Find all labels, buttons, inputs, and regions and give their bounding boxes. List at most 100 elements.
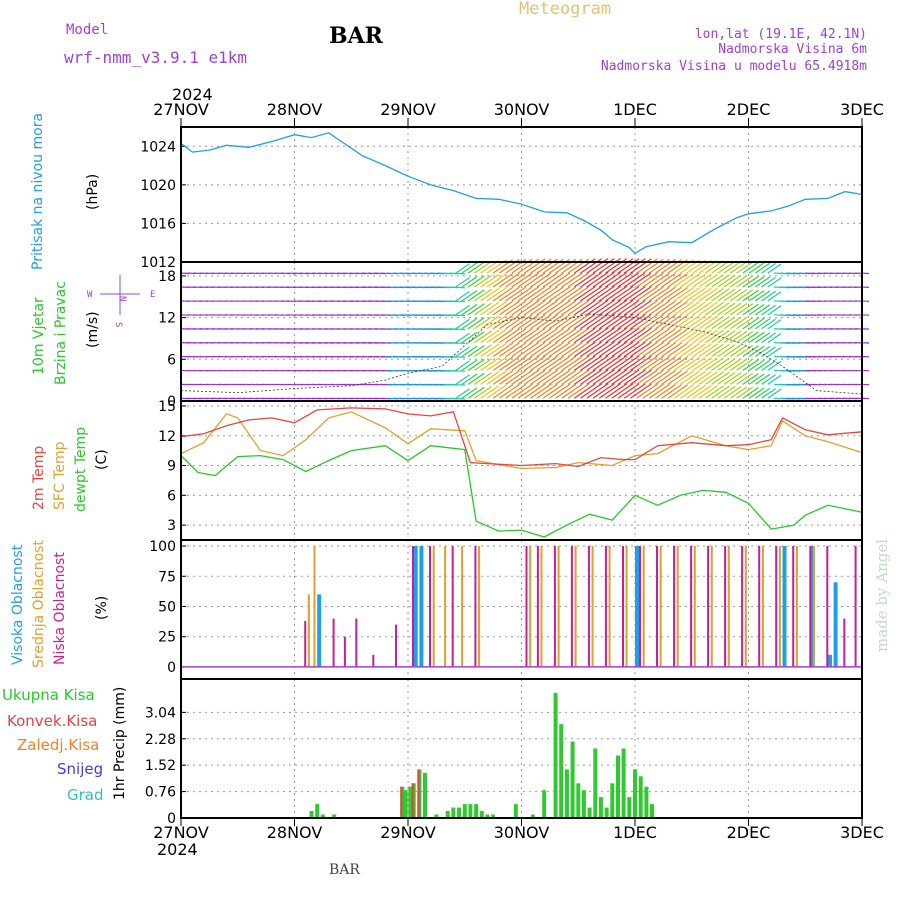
wind-barb: [523, 272, 546, 288]
wind-barb: [648, 342, 670, 358]
wind-barb: [711, 302, 730, 316]
mid-cloud-ylabel: Srednja Oblacnost: [31, 540, 47, 668]
wind-barb: [705, 371, 724, 385]
wind-barb: [474, 386, 492, 399]
wind-barb: [542, 342, 564, 358]
wind-barb: [611, 286, 634, 302]
wind-barb: [536, 300, 558, 316]
wind-barb: [467, 275, 485, 288]
y-tick-label: 0: [167, 660, 176, 676]
wind-barb: [705, 315, 724, 330]
t2m-temp-line: [180, 407, 863, 468]
cloud-bar: [429, 546, 431, 667]
wind-barb: [474, 274, 492, 288]
wind-barb: [480, 329, 500, 344]
wind-barb: [630, 383, 652, 399]
lonlat-label: lon,lat (19.1E, 42.1N): [695, 27, 867, 42]
wind-barb: [648, 300, 670, 316]
wind-barb: [474, 288, 492, 302]
wind-barb: [698, 343, 718, 358]
wind-barb: [573, 327, 596, 344]
wind-barb: [605, 355, 628, 371]
compass-e-label: E: [150, 290, 155, 300]
legend-convective: Konvek.Kisa: [7, 712, 97, 730]
wind-barb: [567, 355, 590, 371]
wind-barb: [455, 388, 470, 399]
cloud-bar: [432, 546, 435, 667]
wind-barb: [530, 369, 552, 385]
wind-barb: [617, 327, 640, 344]
wind-barb: [623, 313, 646, 330]
wind-barb: [648, 383, 670, 399]
wind-barb: [642, 342, 664, 358]
wind-barb: [586, 299, 609, 316]
wind-barb: [692, 385, 712, 399]
top-axis-tick-label: 27NOV: [153, 100, 209, 119]
wind-barb: [611, 355, 634, 371]
precip-total-bar: [587, 807, 592, 818]
cloud-bar: [843, 618, 846, 667]
wind-barb: [761, 360, 776, 371]
wind-barb: [636, 369, 658, 385]
wind-barb: [586, 369, 609, 385]
wind-barb: [730, 316, 748, 330]
cloud-bar: [608, 546, 611, 667]
wind-barb: [711, 316, 730, 330]
wind-barb: [617, 383, 640, 399]
cloud-bar: [540, 546, 543, 667]
wind-barb: [742, 275, 759, 288]
precip-total-bar: [320, 814, 325, 818]
wind-barb: [536, 355, 558, 371]
wind-barb: [517, 286, 540, 302]
wind-barb: [723, 344, 742, 358]
pressure-unit: (hPa): [85, 174, 101, 210]
wind-barb: [636, 327, 658, 344]
wind-barb: [492, 342, 514, 358]
wind-barb: [648, 314, 670, 330]
wind-barb: [492, 300, 514, 316]
wind-barb: [523, 286, 546, 302]
wind-barb: [598, 258, 621, 274]
wind-barb: [636, 286, 658, 302]
y-tick-label: 0.76: [145, 785, 176, 801]
wind-barb: [486, 287, 507, 302]
compass-n-label: N: [117, 296, 127, 301]
wind-barb: [592, 383, 615, 399]
cloud-bar: [724, 546, 727, 667]
wind-barb: [586, 271, 609, 288]
wind-barb: [455, 290, 470, 302]
wind-barb: [661, 300, 682, 316]
wind-barb: [611, 341, 634, 358]
wind-barb: [761, 263, 776, 274]
pressure-series-line: [180, 132, 863, 255]
wind-barb: [748, 304, 765, 316]
top-axis-tick-label: 30NOV: [494, 100, 550, 119]
wind-barb: [736, 331, 754, 344]
wind-barb: [548, 342, 570, 358]
wind-barb: [617, 369, 640, 385]
wind-barb: [511, 355, 533, 371]
wind-barb: [742, 387, 759, 399]
top-time-axis: 27NOV 28NOV 29NOV 30NOV 1DEC 2DEC 3DEC: [153, 100, 884, 127]
cloud-bar: [659, 546, 662, 667]
wind-barb: [511, 383, 533, 399]
wind-barb: [748, 359, 765, 371]
precip-ylabel: 1hr Precip (mm): [112, 687, 128, 800]
wind-barb: [767, 263, 782, 274]
wind-barb: [717, 288, 736, 302]
legend-freezing: Zaledj.Kisa: [17, 736, 99, 754]
wind-barb: [648, 370, 670, 385]
wind-barb: [555, 314, 577, 330]
wind-barb: [536, 286, 558, 302]
wind-barb: [630, 300, 652, 316]
wind-barb: [611, 272, 634, 288]
wind-barb: [523, 327, 546, 344]
wind-barb: [542, 286, 564, 302]
wind-barb: [461, 262, 478, 274]
wind-barb: [711, 343, 730, 358]
wind-barb: [761, 332, 776, 344]
wind-barb: [580, 286, 602, 302]
wind-barb: [748, 276, 765, 288]
wind-barb: [530, 300, 552, 316]
wind-barb: [486, 315, 507, 330]
